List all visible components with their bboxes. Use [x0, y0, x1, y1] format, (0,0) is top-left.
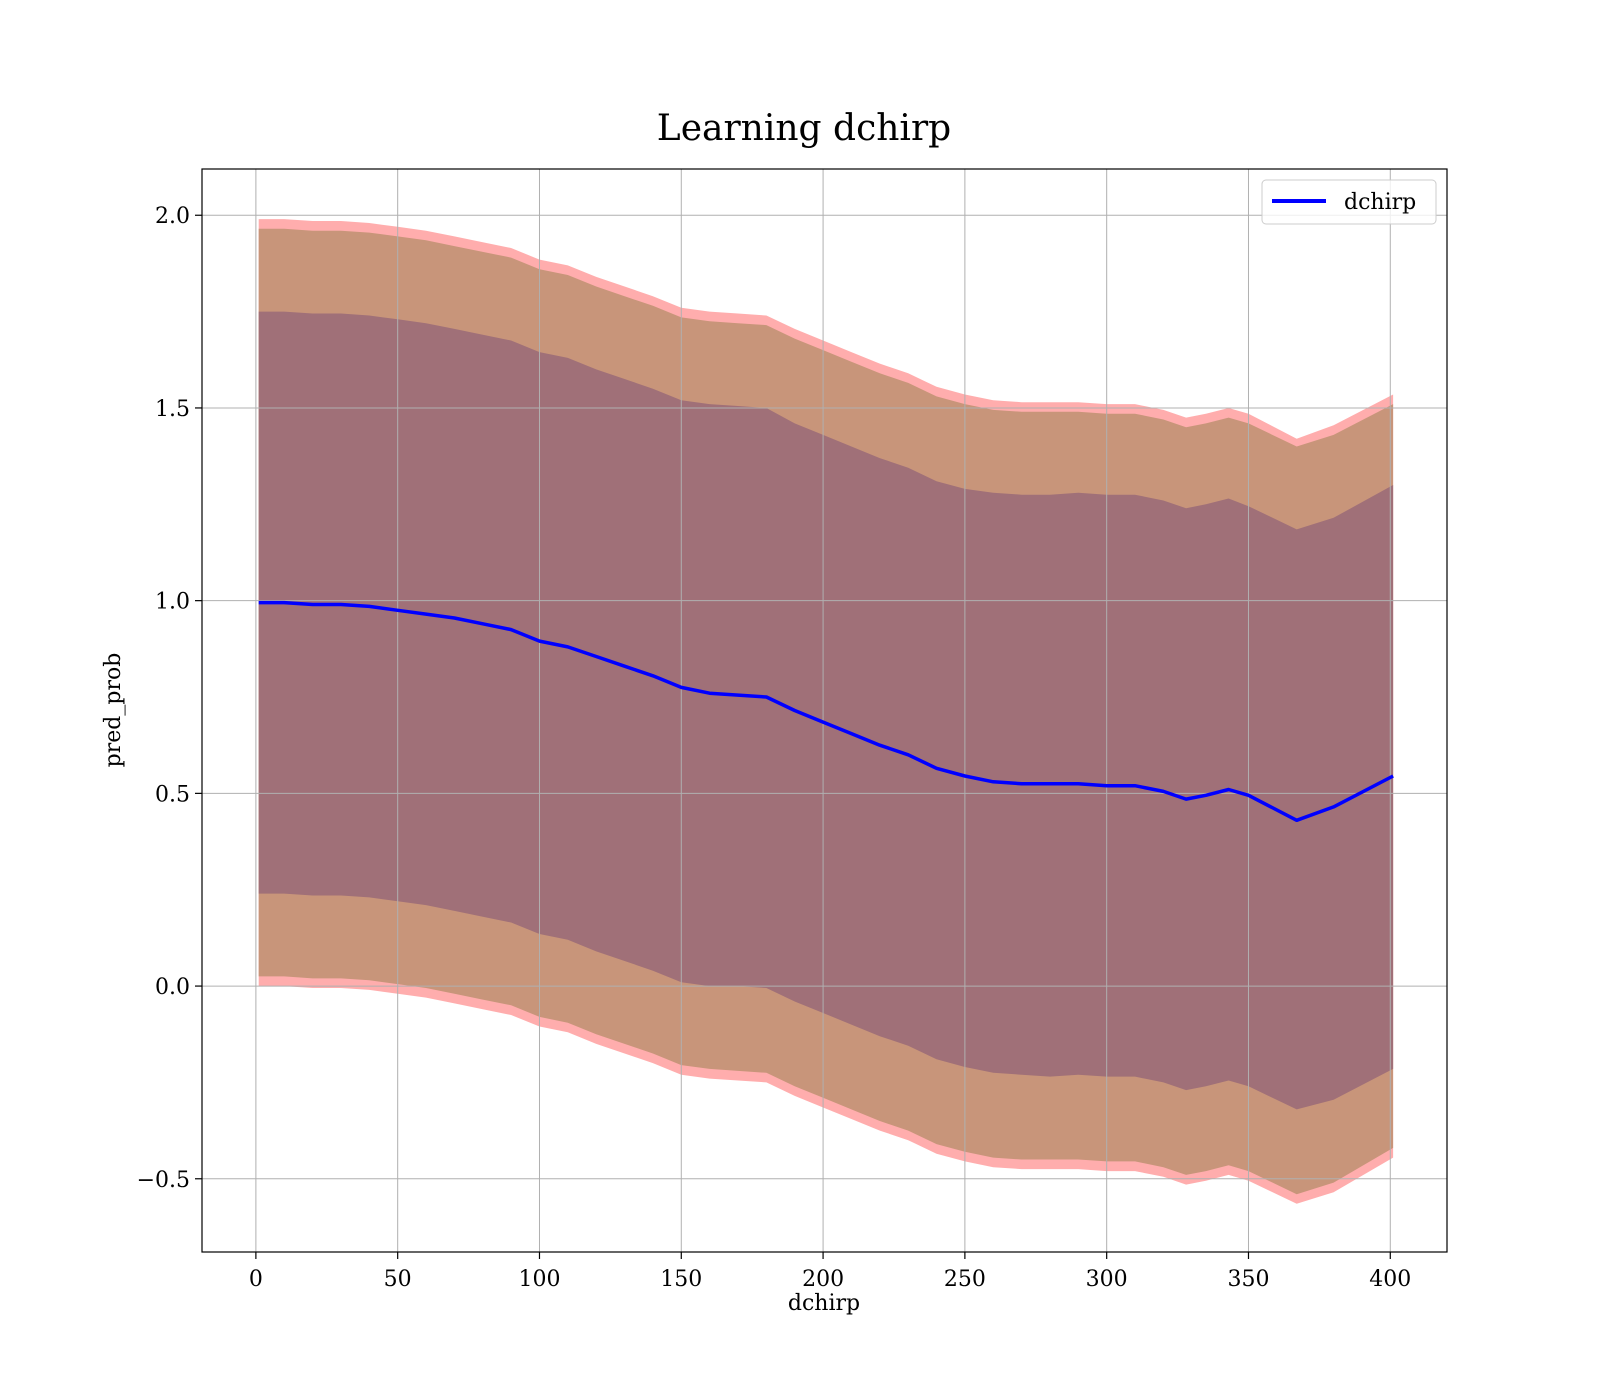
x-tick-label: 150	[660, 1267, 702, 1292]
y-tick-label: 1.0	[155, 590, 190, 615]
x-tick-label: 0	[249, 1267, 263, 1292]
legend: dchirp	[1261, 179, 1437, 225]
axis-ticks: 0 50 100 150 200 250 300 350 400 −0.5 0.0 0.5 1.0 1.5…	[137, 204, 1412, 1292]
x-tick-label: 100	[518, 1267, 560, 1292]
plot-frame	[201, 168, 1448, 1253]
y-tick-label: 0.0	[155, 975, 190, 1000]
legend-box	[1261, 179, 1437, 225]
legend-label: dchirp	[1344, 190, 1416, 215]
series-lines	[258, 600, 1394, 823]
y-tick-label: 2.0	[155, 204, 190, 229]
x-tick-label: 350	[1227, 1267, 1269, 1292]
chart-title: Learning dchirp	[657, 108, 951, 149]
band-inner	[258, 311, 1394, 1110]
confidence-bands	[258, 219, 1394, 1204]
grid	[202, 169, 1447, 1252]
x-tick-label: 250	[944, 1267, 986, 1292]
y-tick-label: −0.5	[137, 1168, 190, 1193]
y-axis-label: pred_prob	[101, 653, 126, 768]
x-tick-label: 300	[1086, 1267, 1128, 1292]
series-line	[258, 600, 1394, 823]
x-tick-label: 50	[384, 1267, 412, 1292]
x-tick-label: 400	[1369, 1267, 1411, 1292]
y-tick-label: 0.5	[155, 782, 190, 807]
y-tick-label: 1.5	[155, 397, 190, 422]
x-axis-label: dchirp	[788, 1291, 860, 1316]
x-tick-label: 200	[802, 1267, 844, 1292]
